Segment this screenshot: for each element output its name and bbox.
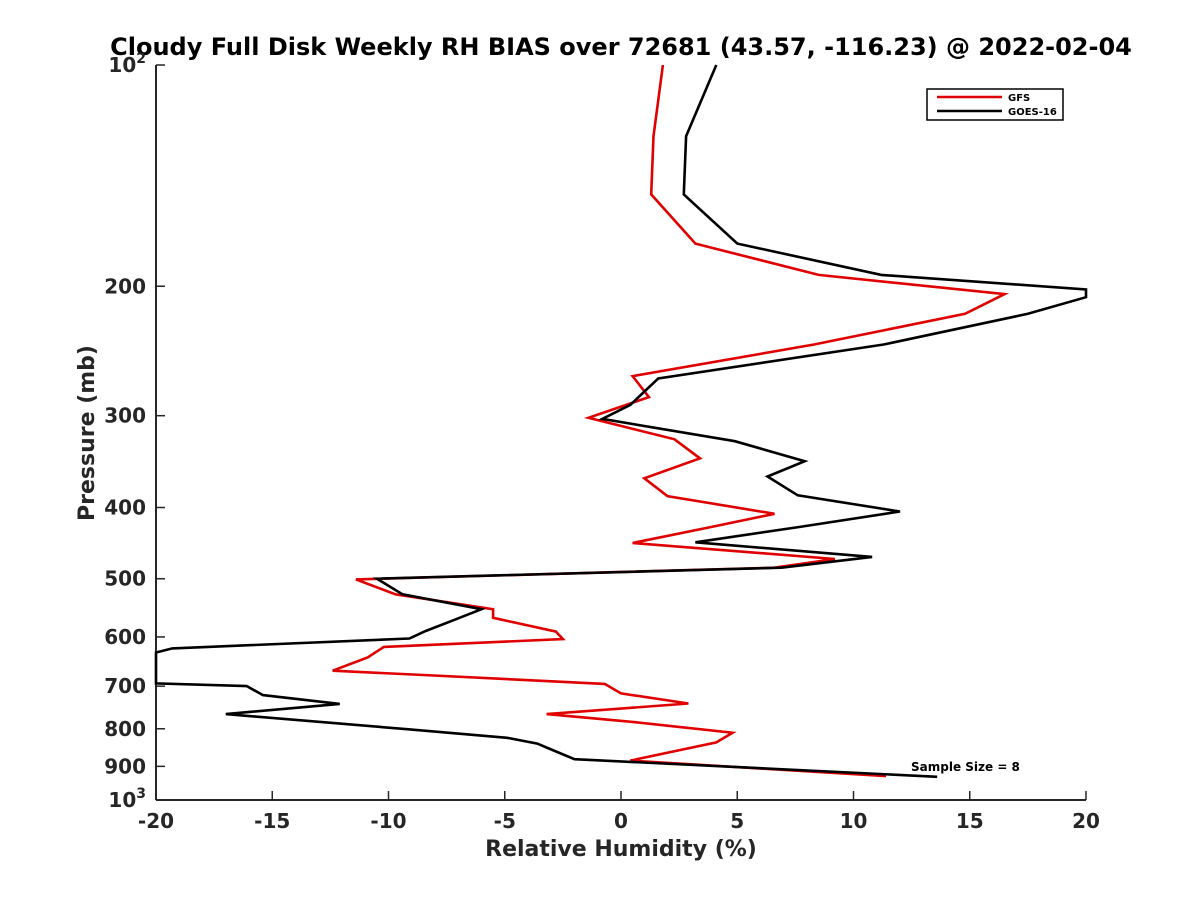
y-tick-label: 800 [104,717,146,741]
x-tick-label: 10 [840,809,868,833]
series-line-goes-16 [154,64,1088,779]
x-tick-label: -15 [254,809,290,833]
sample-size-annotation: Sample Size = 8 [911,760,1020,774]
x-tick-label: 0 [614,809,628,833]
y-tick-label: 900 [104,754,146,778]
y-tick-label: 300 [104,404,146,428]
legend-label-gfs: GFS [1008,93,1030,104]
x-axis-label: Relative Humidity (%) [485,837,757,862]
x-tick-label: -20 [138,809,174,833]
x-tick-label: 20 [1072,809,1100,833]
y-tick-label: 500 [104,567,146,591]
legend: GFS GOES-16 [926,88,1064,121]
x-tick-label: -5 [494,809,516,833]
chart-title: Cloudy Full Disk Weekly RH BIAS over 726… [110,33,1132,61]
y-ticks: 102 200 300 400 500 600 700 800 900 103 [104,51,165,812]
legend-box [926,88,1064,121]
y-tick-label: 400 [104,496,146,520]
y-tick-label: 600 [104,625,146,649]
y-tick-label: 200 [104,274,146,298]
y-tick-label: 700 [104,674,146,698]
x-ticks: -20 -15 -10 -5 0 5 10 15 20 [138,791,1100,833]
x-tick-label: 5 [730,809,744,833]
legend-label-goes16: GOES-16 [1008,107,1057,118]
x-tick-label: -10 [370,809,406,833]
y-axis-label: Pressure (mb) [75,345,100,521]
series-lines [154,64,1088,779]
y-tick-label: 103 [108,786,146,812]
x-tick-label: 15 [956,809,984,833]
y-tick-label: 102 [108,51,146,77]
